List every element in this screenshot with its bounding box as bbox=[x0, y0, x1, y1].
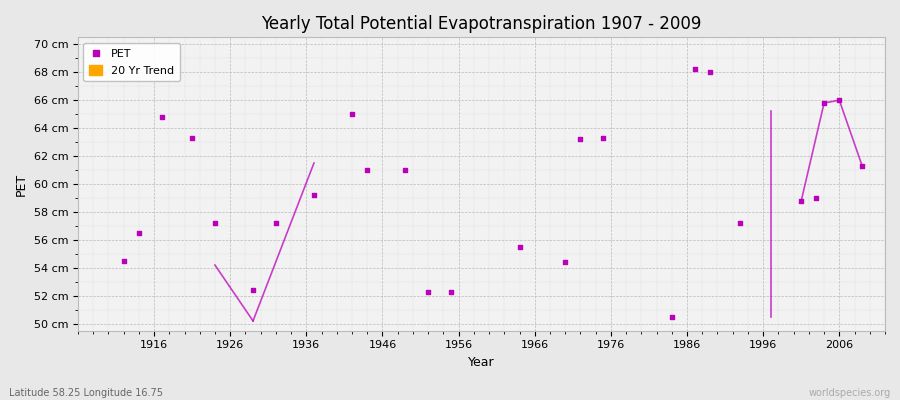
Point bbox=[734, 220, 748, 226]
Point bbox=[573, 136, 588, 142]
Legend: PET, 20 Yr Trend: PET, 20 Yr Trend bbox=[84, 43, 180, 81]
Point bbox=[155, 114, 169, 120]
Point bbox=[794, 198, 808, 204]
Point bbox=[345, 111, 359, 117]
Point bbox=[116, 258, 130, 264]
Point bbox=[703, 69, 717, 76]
Text: worldspecies.org: worldspecies.org bbox=[809, 388, 891, 398]
Point bbox=[444, 288, 458, 295]
Y-axis label: PET: PET bbox=[15, 172, 28, 196]
Point bbox=[184, 135, 199, 141]
Point bbox=[307, 192, 321, 198]
Point bbox=[246, 287, 260, 294]
Point bbox=[817, 100, 832, 106]
Point bbox=[398, 167, 412, 173]
Point bbox=[558, 259, 572, 266]
Point bbox=[512, 244, 526, 250]
Point bbox=[269, 220, 284, 226]
Point bbox=[832, 97, 847, 104]
Point bbox=[596, 135, 610, 141]
Point bbox=[688, 66, 702, 73]
Point bbox=[664, 314, 679, 320]
Point bbox=[131, 230, 146, 236]
Point bbox=[809, 195, 824, 201]
Point bbox=[855, 163, 869, 169]
X-axis label: Year: Year bbox=[468, 356, 495, 369]
Point bbox=[208, 220, 222, 226]
Point bbox=[421, 288, 436, 295]
Title: Yearly Total Potential Evapotranspiration 1907 - 2009: Yearly Total Potential Evapotranspiratio… bbox=[261, 15, 702, 33]
Point bbox=[360, 167, 374, 173]
Text: Latitude 58.25 Longitude 16.75: Latitude 58.25 Longitude 16.75 bbox=[9, 388, 163, 398]
